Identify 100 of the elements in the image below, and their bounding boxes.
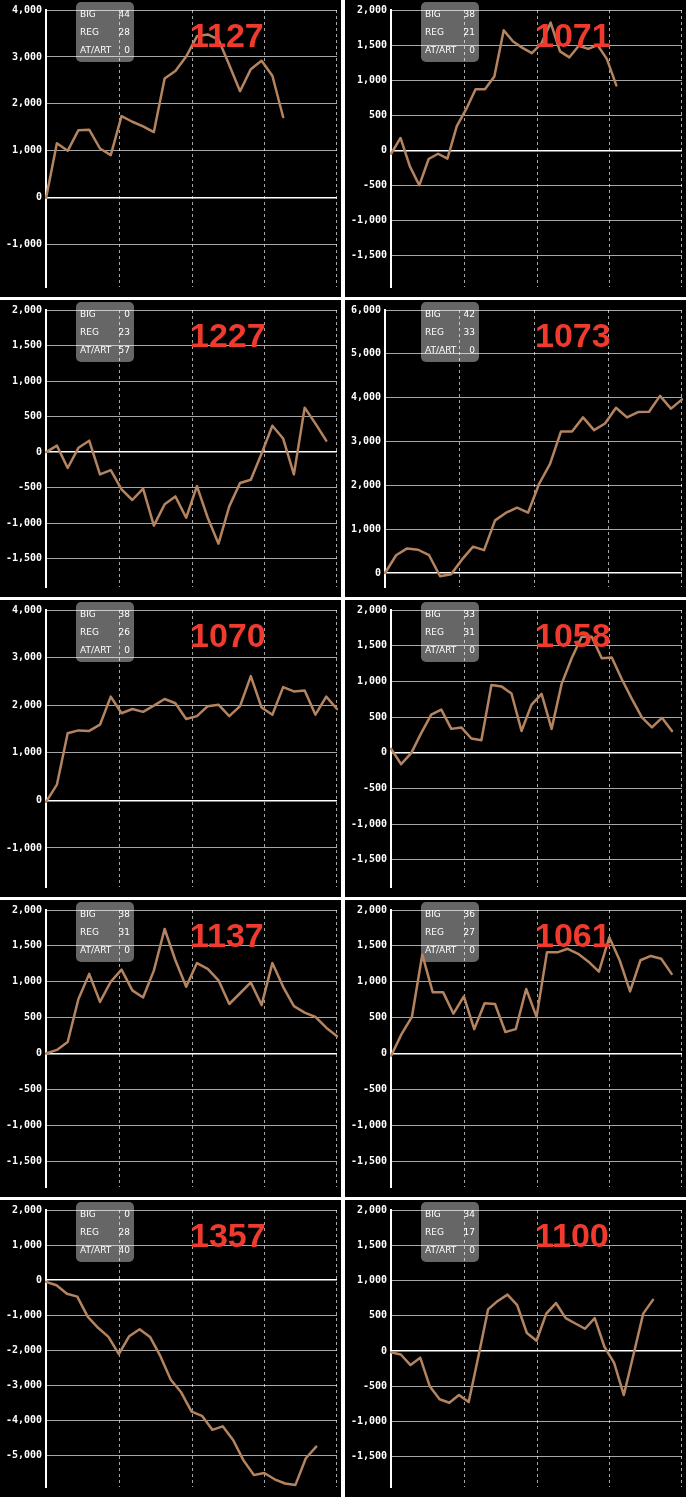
y-tick-label: 1,000: [12, 374, 43, 386]
y-tick-label: 0: [381, 143, 388, 155]
y-tick-label: 0: [375, 566, 382, 578]
annotation: 38: [463, 8, 475, 21]
y-tick-label: 5,000: [350, 347, 382, 359]
y-tick-label: 2,000: [12, 903, 43, 915]
y-tick-label: 0: [36, 1047, 43, 1059]
annotation: 34: [463, 1208, 475, 1221]
annotation: REG: [80, 626, 99, 639]
y-tick-label: -1,000: [6, 516, 43, 528]
y-tick-label: 2,000: [357, 1203, 388, 1215]
annotation: BIG: [425, 1208, 441, 1221]
y-tick-label: -1,500: [6, 552, 43, 564]
annotation: AT/ART: [425, 944, 457, 957]
y-tick-label: 1,500: [357, 38, 388, 50]
y-tick-label: -500: [18, 1083, 43, 1094]
chart-title: 1073: [535, 316, 611, 354]
y-tick-label: 3,000: [12, 651, 43, 663]
y-tick-label: 1,500: [12, 939, 43, 951]
annotation: REG: [425, 326, 444, 339]
y-tick-label: -1,000: [351, 1118, 388, 1130]
y-tick-label: -1,500: [6, 1154, 43, 1166]
annotation: BIG: [80, 908, 96, 921]
annotation: 0: [124, 1208, 130, 1221]
chart-title: 1058: [535, 616, 611, 654]
y-tick-label: -1,500: [351, 249, 388, 261]
chart-title: 1100: [535, 1216, 609, 1254]
y-tick-label: 0: [36, 793, 43, 805]
y-tick-label: -1,500: [351, 853, 388, 865]
annotation: 36: [463, 908, 475, 921]
y-tick-label: 2,000: [357, 603, 388, 615]
annotation: REG: [425, 626, 444, 639]
annotation: 0: [124, 44, 130, 57]
y-tick-label: 500: [369, 1011, 388, 1023]
annotation: 0: [469, 944, 475, 957]
annotation: 21: [463, 26, 475, 39]
y-tick-label: 1,000: [357, 674, 388, 686]
y-tick-label: -5,000: [6, 1449, 43, 1461]
chart-title: 1070: [190, 616, 266, 654]
y-tick-label: 500: [24, 1011, 43, 1023]
y-tick-label: 1,000: [357, 975, 388, 987]
y-tick-label: 3,000: [12, 50, 43, 62]
y-tick-label: -4,000: [6, 1413, 43, 1425]
chart-title: 1137: [190, 916, 264, 954]
annotation: AT/ART: [80, 344, 112, 357]
annotation: 0: [124, 308, 130, 321]
y-tick-label: -500: [363, 1379, 388, 1391]
annotation: REG: [80, 1226, 99, 1239]
y-tick-label: 500: [369, 1309, 388, 1321]
y-tick-label: -1,000: [6, 1118, 43, 1130]
annotation: 23: [118, 326, 130, 339]
y-tick-label: 2,000: [12, 698, 43, 710]
y-tick-label: -1,000: [6, 1308, 43, 1320]
y-tick-label: 0: [36, 191, 43, 203]
annotation: BIG: [425, 608, 441, 621]
y-tick-label: 0: [381, 1344, 388, 1356]
y-tick-label: 500: [369, 108, 388, 120]
y-tick-label: 1,500: [12, 339, 43, 351]
y-tick-label: 2,000: [12, 97, 43, 109]
y-tick-label: 1,500: [357, 1238, 388, 1250]
annotation: 28: [118, 26, 130, 39]
y-tick-label: 1,000: [350, 522, 382, 534]
annotation: 31: [463, 626, 475, 639]
annotation: 31: [118, 926, 130, 939]
y-tick-label: 1,000: [12, 1238, 43, 1250]
annotation: 28: [118, 1226, 130, 1239]
annotation: 44: [118, 8, 130, 21]
y-tick-label: 2,000: [357, 3, 388, 15]
chart-title: 1061: [535, 916, 611, 954]
y-tick-label: 1,000: [12, 144, 43, 156]
y-tick-label: -1,000: [351, 213, 388, 225]
annotation: BIG: [425, 908, 441, 921]
y-tick-label: 500: [369, 710, 388, 722]
annotation: AT/ART: [80, 644, 112, 657]
annotation: AT/ART: [80, 44, 112, 57]
annotation: BIG: [80, 1208, 96, 1221]
y-tick-label: -2,000: [6, 1343, 43, 1355]
y-tick-label: 1,000: [357, 73, 388, 85]
y-tick-label: -500: [363, 782, 388, 794]
annotation: REG: [80, 926, 99, 939]
annotation: AT/ART: [80, 1244, 112, 1257]
annotation: 57: [118, 344, 130, 357]
y-tick-label: 4,000: [12, 603, 43, 615]
y-tick-label: 2,000: [357, 903, 388, 915]
y-tick-label: 0: [381, 746, 388, 758]
y-tick-label: 500: [24, 410, 43, 422]
annotation: REG: [425, 926, 444, 939]
y-tick-label: 2,000: [12, 1203, 43, 1215]
y-tick-label: 6,000: [350, 303, 382, 315]
annotation: REG: [80, 26, 99, 39]
y-tick-label: 1,000: [12, 746, 43, 758]
annotation: 33: [463, 608, 475, 621]
y-tick-label: -500: [363, 178, 388, 190]
annotation: BIG: [425, 308, 441, 321]
annotation: 0: [469, 1244, 475, 1257]
annotation: 0: [469, 344, 475, 357]
annotation: 42: [463, 308, 475, 321]
y-tick-label: 1,500: [357, 939, 388, 951]
annotation: 33: [463, 326, 475, 339]
y-tick-label: -1,000: [351, 817, 388, 829]
